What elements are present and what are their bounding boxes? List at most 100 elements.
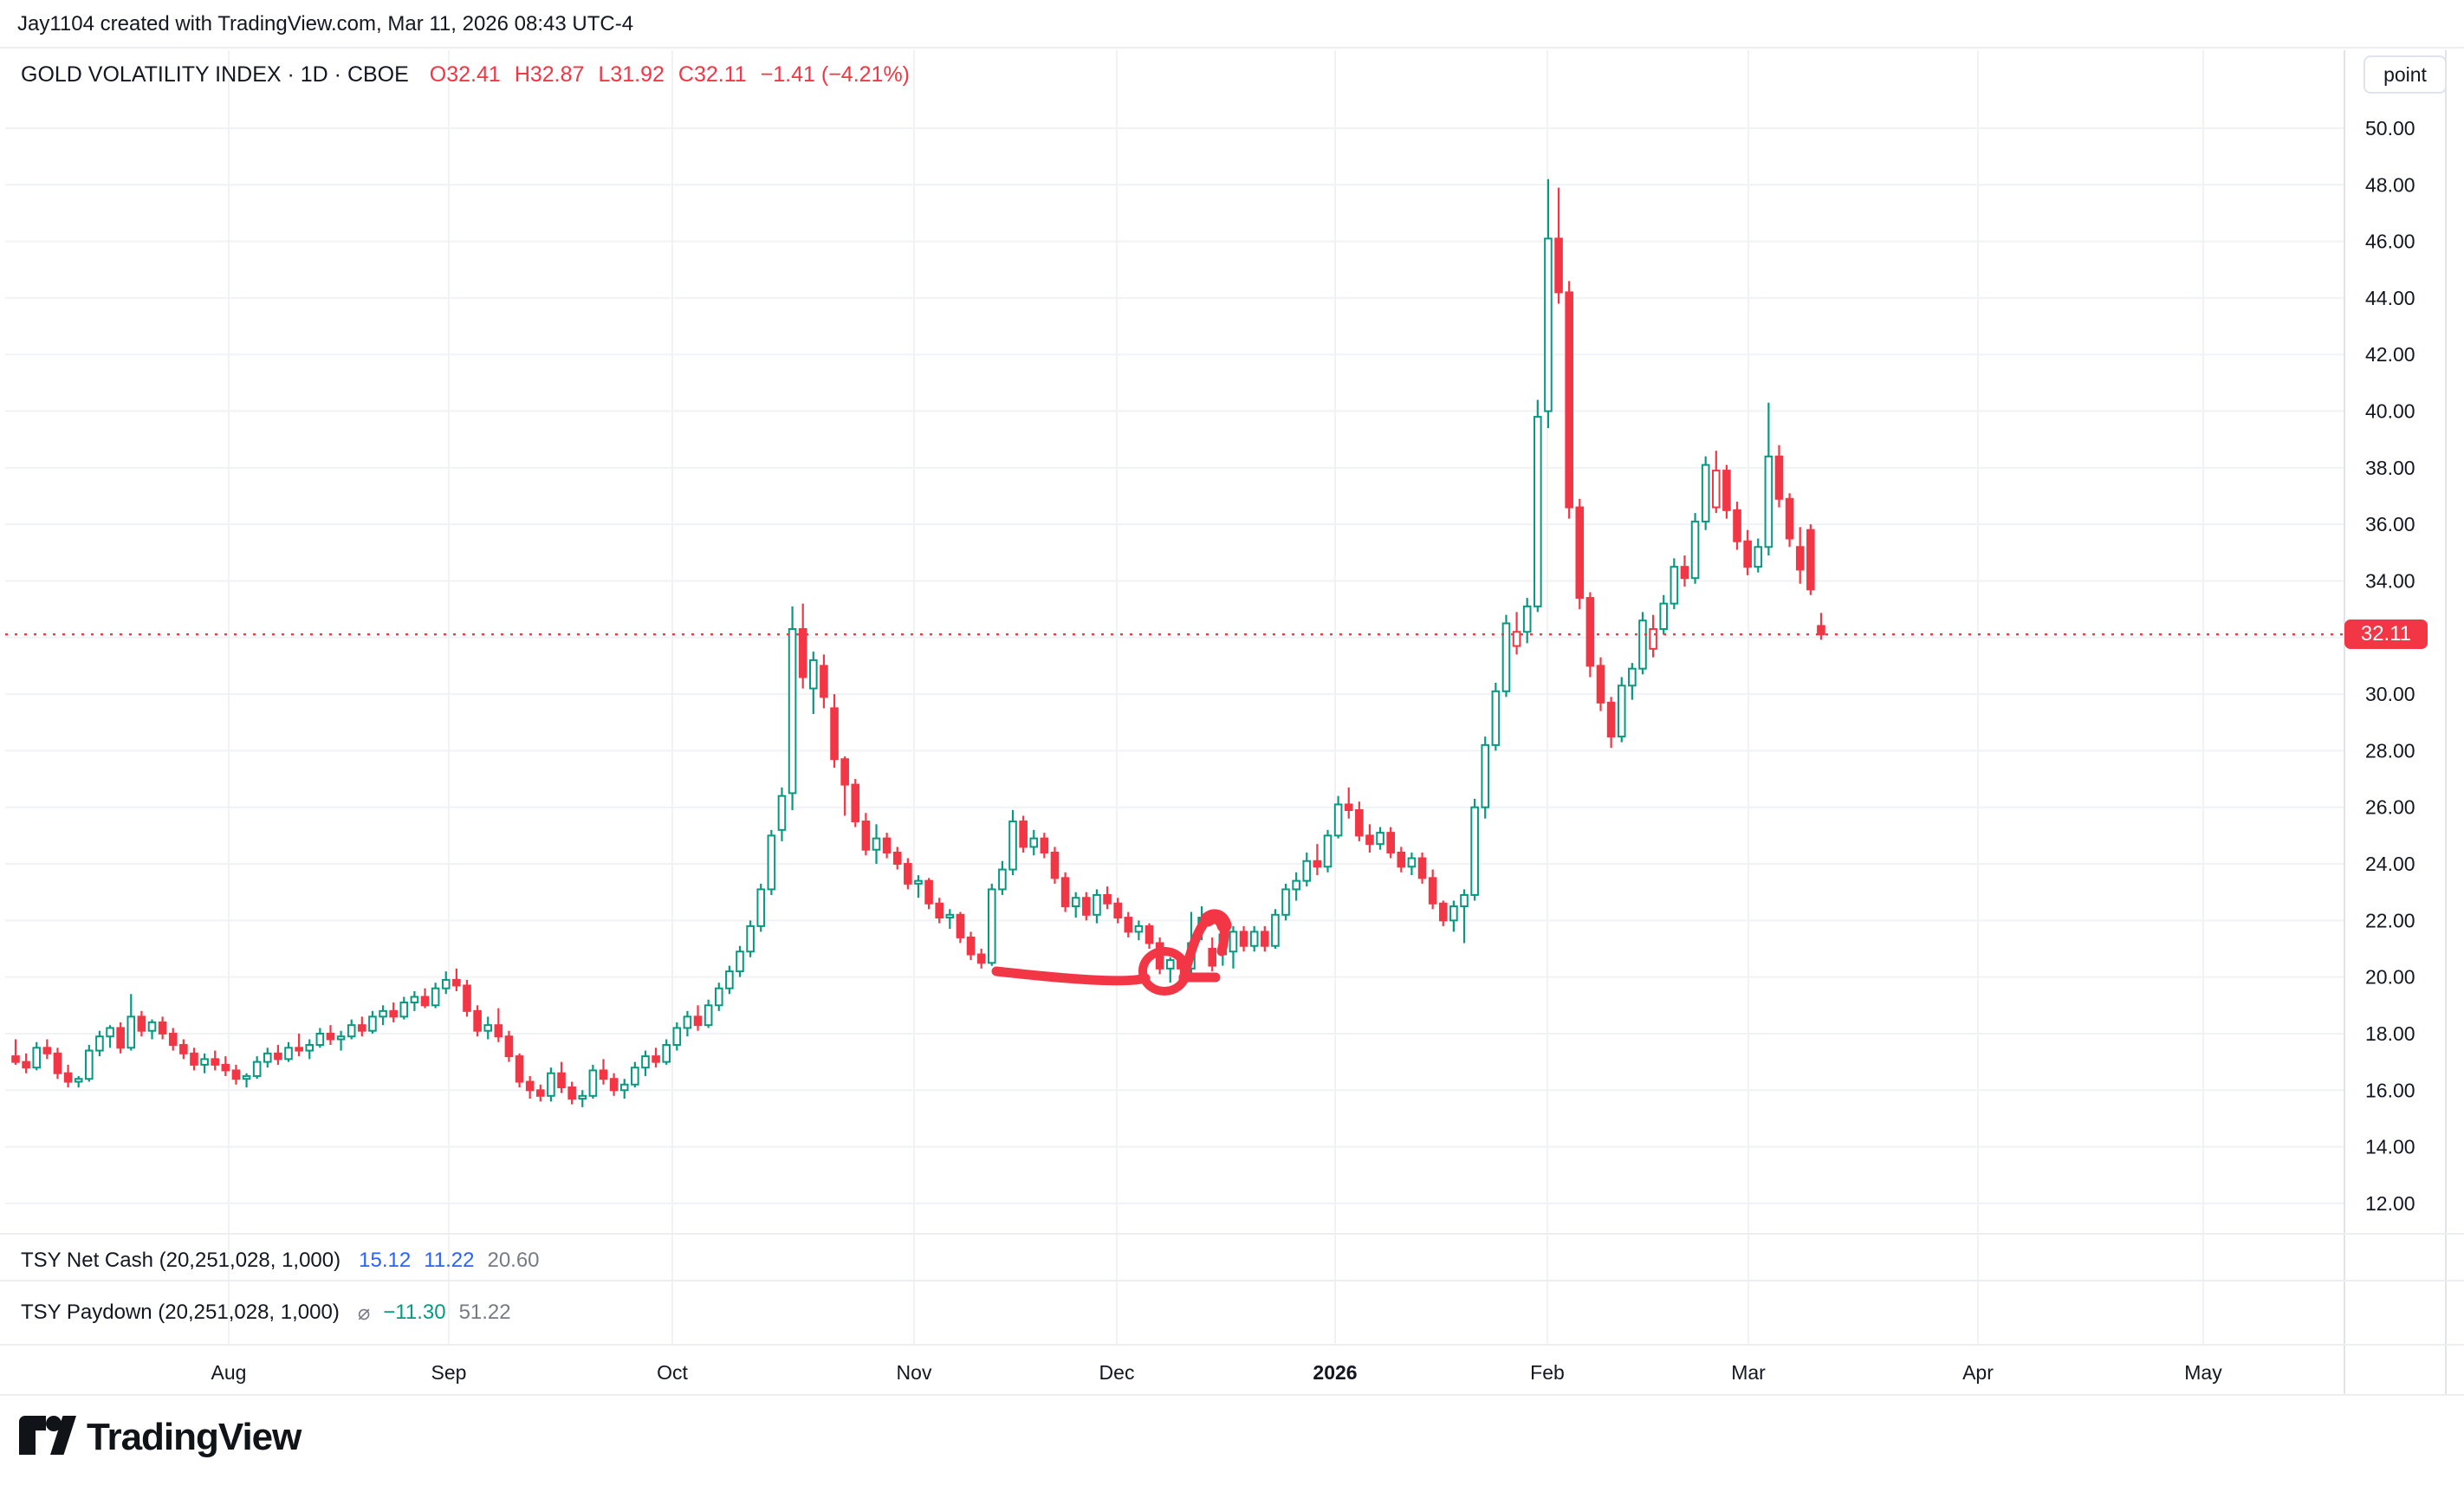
- candle-body: [1817, 625, 1825, 636]
- candle-body: [1292, 879, 1300, 891]
- candle-body: [410, 996, 419, 1004]
- candle-body: [1313, 860, 1322, 868]
- candle-body: [85, 1049, 94, 1080]
- candle-body: [1733, 509, 1741, 542]
- price-tick-label: 48.00: [2365, 173, 2415, 196]
- candle-body: [599, 1069, 608, 1080]
- symbol-legend[interactable]: GOLD VOLATILITY INDEX · 1D · CBOE O32.41…: [21, 62, 910, 88]
- candle-body: [1585, 597, 1595, 667]
- candle-body: [515, 1055, 524, 1083]
- candle-body: [1628, 667, 1637, 687]
- candle-body: [1606, 701, 1616, 738]
- candle-body: [358, 1024, 366, 1032]
- candle-body: [1481, 743, 1490, 808]
- candle-body: [326, 1032, 335, 1041]
- candle-body: [567, 1087, 576, 1100]
- indicator-name: TSY Paydown (20,251,028, 1,000): [21, 1301, 340, 1324]
- candle-body: [746, 924, 755, 953]
- time-axis-label: Aug: [211, 1361, 247, 1384]
- candle-body: [336, 1035, 346, 1041]
- candle-body: [725, 970, 734, 989]
- candle-body: [95, 1035, 104, 1052]
- legend-open: O32.41: [429, 62, 501, 87]
- candle-body: [882, 837, 892, 853]
- candle-body: [798, 627, 807, 678]
- indicator-row-tsy-paydown[interactable]: TSY Paydown (20,251,028, 1,000) ⌀ −11.30…: [21, 1288, 511, 1337]
- candle-body: [935, 902, 944, 919]
- time-axis-divider-top: [0, 1344, 2464, 1346]
- candle-body: [924, 879, 933, 905]
- candle-body: [904, 863, 912, 885]
- price-tick-label: 20.00: [2365, 966, 2415, 989]
- candle-body: [945, 913, 955, 919]
- candle-body: [1764, 455, 1773, 548]
- candle-body: [106, 1027, 114, 1038]
- candle-body: [463, 984, 471, 1012]
- candle-body: [1659, 602, 1669, 630]
- candle-body: [525, 1080, 535, 1092]
- candle-body: [420, 996, 430, 1007]
- time-axis-label: Sep: [431, 1361, 467, 1384]
- candle-body: [820, 665, 828, 698]
- indicator-row-tsy-net-cash[interactable]: TSY Net Cash (20,251,028, 1,000) 15.12 1…: [21, 1241, 540, 1280]
- candle-body: [242, 1074, 251, 1080]
- average-icon: ⌀: [357, 1301, 371, 1325]
- drawn-support-line: [991, 966, 1151, 986]
- candle-body: [74, 1078, 83, 1083]
- candle-body: [914, 879, 923, 885]
- candle-body: [1449, 905, 1458, 922]
- candle-body: [211, 1058, 220, 1066]
- candle-body: [137, 1015, 146, 1032]
- candle-body: [1491, 690, 1501, 746]
- candle-body: [998, 868, 1007, 891]
- candle-body: [494, 1024, 503, 1038]
- candle-body: [1470, 806, 1479, 896]
- candle-body: [1008, 821, 1017, 871]
- price-tick-label: 28.00: [2365, 739, 2415, 762]
- candle-body: [473, 1009, 482, 1032]
- candle-body: [1344, 803, 1353, 811]
- candle-body: [1670, 566, 1679, 605]
- candle-body: [557, 1072, 566, 1089]
- price-tick-label: 24.00: [2365, 853, 2415, 875]
- candle-body: [1711, 470, 1721, 509]
- candle-body: [431, 987, 440, 1007]
- candle-body: [441, 978, 451, 989]
- candle-body: [683, 1015, 692, 1029]
- candle-body: [1649, 627, 1657, 650]
- candle-body: [631, 1067, 639, 1086]
- candle-body: [652, 1055, 660, 1063]
- candle-body: [578, 1094, 587, 1100]
- indicator-value: 15.12: [359, 1248, 412, 1272]
- price-tick-label: 34.00: [2365, 569, 2415, 592]
- candle-body: [609, 1078, 619, 1092]
- price-scale-unit-button[interactable]: point: [2363, 55, 2447, 94]
- tradingview-mark-icon: [19, 1416, 76, 1455]
- candle-body: [1701, 464, 1710, 522]
- candle-body: [851, 783, 860, 823]
- candle-body: [389, 1009, 398, 1018]
- price-tick-label: 42.00: [2365, 343, 2415, 366]
- tradingview-logo[interactable]: TradingView: [19, 1416, 302, 1459]
- candle-body: [168, 1032, 178, 1047]
- price-tick-label: 46.00: [2365, 230, 2415, 253]
- candle-body: [42, 1047, 52, 1054]
- candle-body: [966, 936, 976, 956]
- candle-body: [1208, 947, 1217, 967]
- candle-body: [1596, 665, 1605, 704]
- candle-body: [1774, 455, 1784, 500]
- candle-body: [1754, 546, 1763, 568]
- price-tick-label: 50.00: [2365, 117, 2415, 139]
- price-tick-label: 44.00: [2365, 287, 2415, 309]
- candle-body: [1019, 821, 1028, 848]
- candle-body: [116, 1027, 125, 1049]
- time-axis-label: Feb: [1530, 1361, 1565, 1384]
- candle-body: [547, 1072, 555, 1097]
- indicator-value: 11.22: [424, 1248, 475, 1272]
- pane-divider-2: [0, 1280, 2464, 1281]
- legend-change: −1.41 (−4.21%): [760, 62, 911, 87]
- candle-body: [1522, 605, 1532, 633]
- candle-body: [1565, 291, 1573, 509]
